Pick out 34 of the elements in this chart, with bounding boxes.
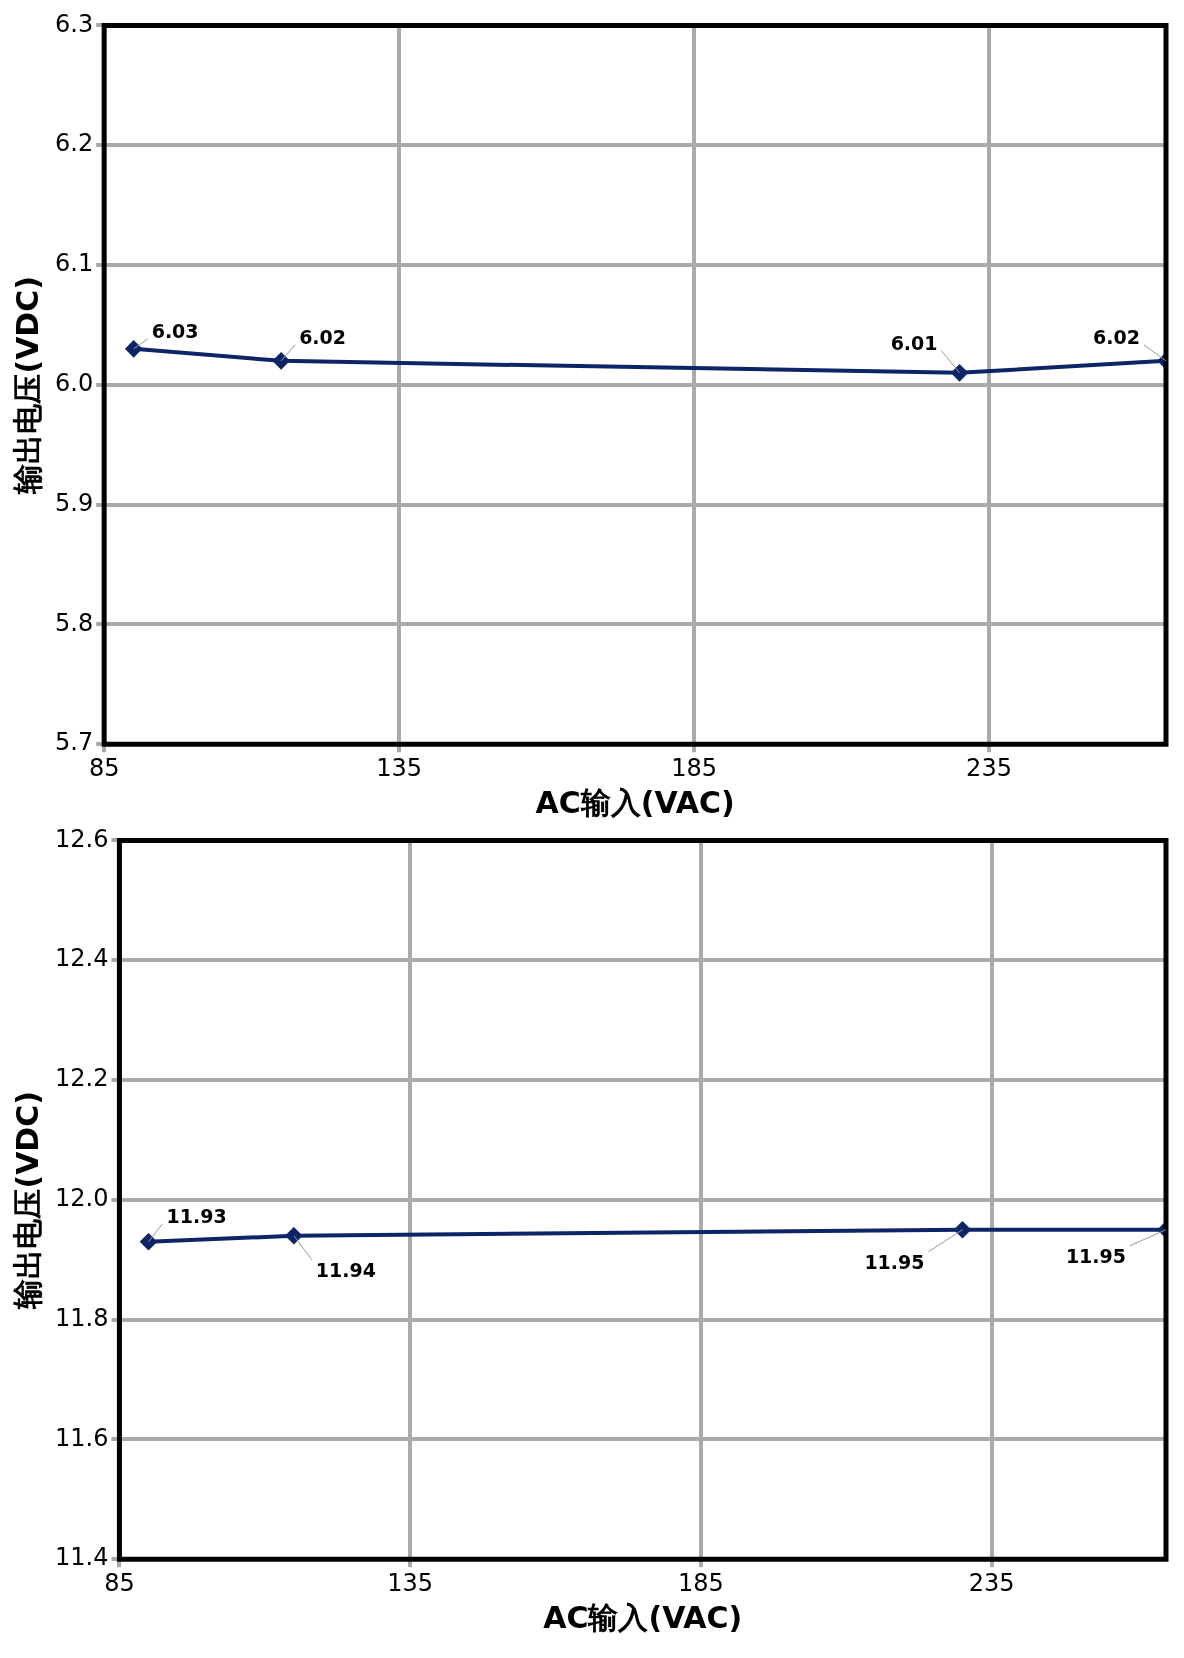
y-tick-label: 6.3 bbox=[55, 9, 94, 38]
data-label: 6.01 bbox=[890, 331, 938, 354]
data-label: 11.93 bbox=[166, 1204, 227, 1227]
y-tick-label: 11.6 bbox=[55, 1423, 109, 1452]
x-tick-label: 185 bbox=[671, 753, 717, 782]
y-tick-label: 12.4 bbox=[55, 944, 109, 973]
point bbox=[285, 1227, 302, 1244]
data-label: 6.02 bbox=[1093, 325, 1140, 348]
x-tick-label: 185 bbox=[677, 1568, 724, 1597]
y-tick-label: 6.2 bbox=[55, 129, 94, 158]
data-label: 11.95 bbox=[864, 1250, 925, 1273]
x-axis-title: AC输入(VAC) bbox=[543, 1599, 743, 1635]
y-axis-title: 输出电压(VDC) bbox=[9, 1091, 45, 1310]
y-axis-title: 输出电压(VDC) bbox=[9, 276, 45, 495]
data-label: 11.94 bbox=[315, 1258, 376, 1281]
y-tick-label: 12.0 bbox=[55, 1184, 109, 1213]
x-tick-label: 235 bbox=[968, 1568, 1015, 1597]
data-label: 6.02 bbox=[299, 325, 347, 348]
x-axis-title: AC输入(VAC) bbox=[535, 784, 735, 820]
y-tick-label: 12.2 bbox=[55, 1064, 109, 1093]
point bbox=[125, 340, 142, 357]
y-tick-label: 6.1 bbox=[55, 249, 94, 278]
y-tick-label: 5.9 bbox=[55, 488, 94, 517]
y-tick-label: 5.8 bbox=[55, 608, 94, 637]
data-label: 6.03 bbox=[151, 319, 199, 342]
x-tick-label: 135 bbox=[376, 753, 423, 782]
point bbox=[140, 1233, 157, 1250]
y-tick-label: 11.8 bbox=[55, 1303, 109, 1332]
x-tick-label: 235 bbox=[966, 753, 1012, 782]
data-label: 11.95 bbox=[1065, 1244, 1126, 1267]
y-tick-label: 12.6 bbox=[55, 824, 109, 853]
x-tick-label: 135 bbox=[387, 1568, 434, 1597]
y-tick-label: 6.0 bbox=[55, 369, 94, 398]
point bbox=[273, 352, 290, 369]
